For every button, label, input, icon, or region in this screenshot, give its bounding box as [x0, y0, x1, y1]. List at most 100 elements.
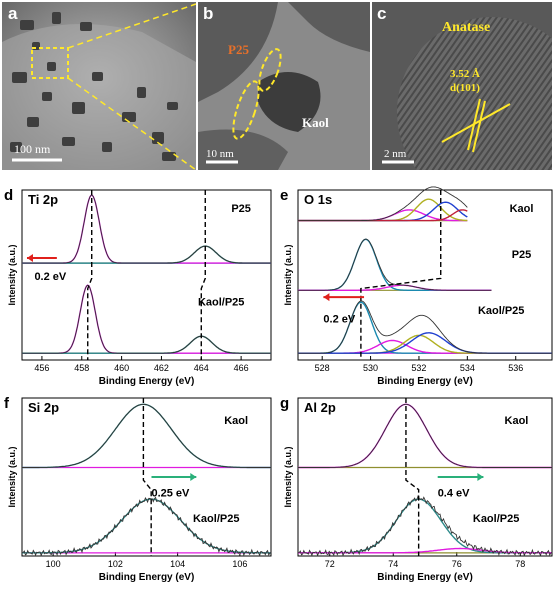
- peak-guide: [200, 190, 206, 360]
- series-label: P25: [231, 203, 251, 215]
- tem-image-a: [2, 2, 196, 170]
- fit-component: [22, 284, 271, 354]
- x-tick-label: 528: [315, 363, 330, 373]
- chart-title-e: O 1s: [304, 192, 332, 207]
- chart-title-d: Ti 2p: [28, 192, 58, 207]
- y-axis-label: Intensity (a.u.): [7, 244, 17, 305]
- tem-panel-b: b P25 Kaol 10 nm: [198, 2, 370, 170]
- label-kaol: Kaol: [302, 115, 329, 130]
- x-tick-label: 76: [452, 559, 462, 569]
- lattice-spacing: 3.52 Å: [450, 68, 480, 80]
- x-axis-label: Binding Energy (eV): [99, 572, 195, 583]
- panel-letter-f: f: [4, 395, 10, 412]
- x-tick-label: 102: [108, 559, 123, 569]
- x-tick-label: 460: [114, 363, 129, 373]
- peak-guide: [360, 190, 442, 360]
- x-tick-label: 100: [46, 559, 61, 569]
- panel-letter-g: g: [280, 395, 289, 412]
- fit-component: [22, 335, 271, 354]
- fit-component: [22, 498, 271, 554]
- chart-g: 72 74 76 78 Binding Energy (eV) Intensity (a.…: [280, 395, 553, 583]
- series-label: Kaol: [224, 415, 248, 427]
- panel-letter-b: b: [203, 4, 214, 23]
- plot-frame-f: [21, 397, 272, 557]
- label-p25: P25: [228, 42, 249, 57]
- x-tick-label: 462: [154, 363, 169, 373]
- panel-letter-e: e: [280, 187, 288, 204]
- x-tick-label: 74: [388, 559, 398, 569]
- chart-f: 100 102 104 106 Binding Energy (eV) Intensity…: [4, 395, 272, 583]
- x-tick-label: 466: [234, 363, 249, 373]
- x-axis-label: Binding Energy (eV): [377, 572, 473, 583]
- x-tick-label: 536: [508, 363, 523, 373]
- tem-image-b: [198, 2, 370, 170]
- spectrum-kaol: [22, 403, 271, 468]
- fit-component: [22, 245, 271, 264]
- chart-e: 528 530 532 534 536 Binding Energy (eV) Intens…: [280, 186, 553, 387]
- shift-label: 0.2 eV: [323, 313, 355, 325]
- fit-component: [22, 403, 271, 469]
- panel-letter-c: c: [377, 4, 387, 23]
- tem-panel-a: a 100 nm: [2, 2, 196, 170]
- x-tick-label: 78: [515, 559, 525, 569]
- fit-component: [298, 498, 552, 554]
- y-axis-label: Intensity (a.u.): [283, 446, 293, 507]
- x-axis-label: Binding Energy (eV): [99, 376, 195, 387]
- label-anatase: Anatase: [442, 20, 491, 35]
- series-label: Kaol/P25: [478, 305, 524, 317]
- panel-letter-d: d: [4, 187, 13, 204]
- fit-component: [298, 238, 492, 291]
- spectrum-kaol: [298, 403, 552, 468]
- panel-letter-a: a: [8, 4, 18, 23]
- shift-arrow-head: [323, 293, 330, 302]
- x-tick-label: 464: [194, 363, 209, 373]
- fit-component: [298, 403, 552, 469]
- series-label: Kaol/P25: [198, 296, 244, 308]
- spectrum-kaol-p25: [22, 284, 271, 354]
- x-tick-label: 72: [325, 559, 335, 569]
- fit-component: [298, 339, 552, 354]
- spectrum-kaol-p25: [297, 494, 553, 557]
- shift-label: 0.4 eV: [438, 487, 470, 499]
- y-axis-label: Intensity (a.u.): [7, 446, 17, 507]
- x-tick-label: 458: [74, 363, 89, 373]
- x-tick-label: 456: [34, 363, 49, 373]
- tem-image-c: [372, 2, 552, 170]
- plot-frame-d: [21, 189, 272, 361]
- spectrum-kaol: [298, 186, 468, 222]
- series-label: Kaol/P25: [473, 513, 519, 525]
- peak-guide: [142, 398, 152, 556]
- lattice-plane: d(101): [450, 82, 480, 94]
- x-tick-label: 104: [170, 559, 185, 569]
- tem-panel-c: c Anatase 3.52 Å d(101) 2 nm: [372, 2, 552, 170]
- spectrum-p25: [298, 238, 492, 291]
- chart-title-g: Al 2p: [304, 400, 336, 415]
- x-tick-label: 530: [363, 363, 378, 373]
- spectrum-kaol-p25: [298, 300, 552, 354]
- peak-guide: [87, 190, 93, 360]
- fit-component: [298, 334, 552, 354]
- series-label: Kaol: [510, 203, 534, 215]
- chart-title-f: Si 2p: [28, 400, 59, 415]
- plot-frame-g: [297, 397, 553, 557]
- peak-guide: [405, 398, 420, 556]
- shift-arrow-head: [26, 254, 33, 262]
- spectrum-p25: [22, 194, 271, 264]
- spectrum-kaol-p25: [21, 496, 272, 557]
- shift-arrow-head: [190, 473, 197, 481]
- scale-bar-label-c: 2 nm: [384, 148, 407, 160]
- shift-label: 0.25 eV: [151, 487, 190, 499]
- series-label: Kaol/P25: [193, 513, 239, 525]
- x-tick-label: 106: [232, 559, 247, 569]
- scale-bar-label-b: 10 nm: [206, 148, 234, 160]
- series-label: Kaol: [505, 415, 529, 427]
- scale-bar-label-a: 100 nm: [14, 142, 51, 156]
- y-axis-label: Intensity (a.u.): [283, 244, 293, 305]
- x-axis-label: Binding Energy (eV): [377, 376, 473, 387]
- x-tick-label: 532: [411, 363, 426, 373]
- chart-d: 456 458 460 462 464 466 Binding Energy (eV) Int…: [4, 187, 272, 387]
- shift-arrow-head: [477, 473, 484, 481]
- series-label: P25: [512, 249, 532, 261]
- x-tick-label: 534: [460, 363, 475, 373]
